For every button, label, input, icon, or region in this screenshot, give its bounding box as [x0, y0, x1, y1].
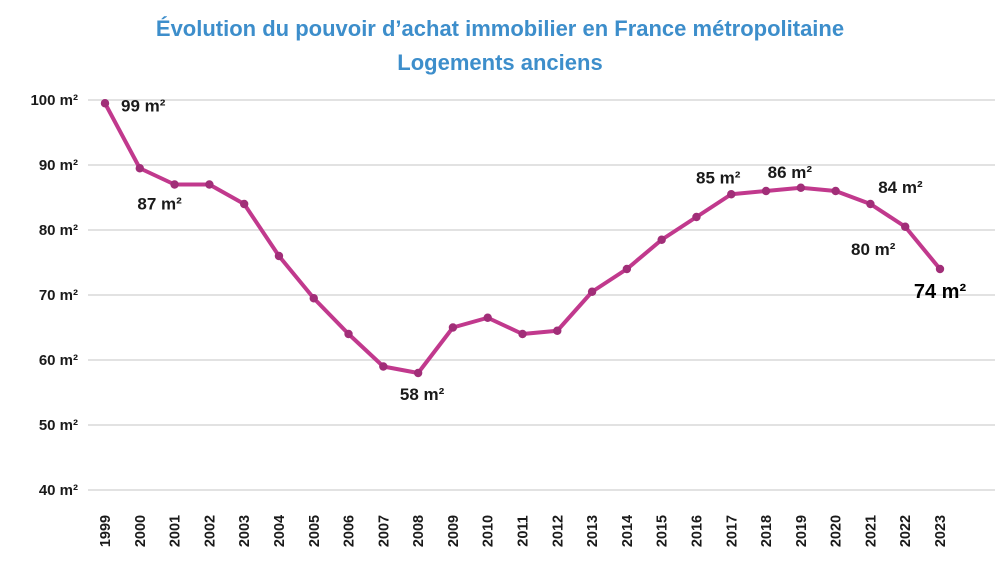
x-axis-tick-1999: 1999 — [98, 515, 114, 547]
data-label-2022: 80 m² — [851, 240, 896, 259]
x-axis-tick-2009: 2009 — [446, 515, 462, 547]
x-axis-tick-2008: 2008 — [411, 515, 427, 547]
x-axis-tick-2017: 2017 — [724, 515, 740, 547]
data-point-2021 — [866, 199, 875, 209]
data-point-2004 — [274, 251, 284, 261]
data-point-2002 — [205, 180, 214, 189]
data-label-2017: 85 m² — [696, 168, 741, 187]
x-axis-tick-2016: 2016 — [689, 515, 705, 547]
data-point-2009 — [448, 323, 458, 332]
data-label-2023: 74 m² — [914, 281, 967, 303]
x-axis-tick-2022: 2022 — [898, 515, 914, 547]
x-axis-tick-2005: 2005 — [307, 515, 323, 547]
x-axis-tick-2023: 2023 — [933, 515, 949, 547]
x-axis-tick-2010: 2010 — [481, 515, 497, 547]
data-point-2014 — [622, 264, 632, 274]
x-axis-tick-2013: 2013 — [585, 515, 601, 547]
data-label-2019: 86 m² — [768, 163, 813, 182]
data-point-2017 — [727, 190, 736, 199]
x-axis-tick-2015: 2015 — [655, 515, 671, 547]
data-point-2015 — [657, 235, 666, 244]
x-axis-tick-2021: 2021 — [863, 515, 879, 547]
x-axis-tick-2011: 2011 — [516, 515, 532, 546]
chart-title: Évolution du pouvoir d’achat immobilier … — [155, 16, 845, 41]
data-point-2019 — [796, 183, 806, 192]
data-label-1999: 99 m² — [121, 96, 166, 115]
data-point-2011 — [518, 329, 527, 339]
data-point-2023 — [935, 264, 945, 274]
x-axis-tick-2004: 2004 — [272, 515, 288, 547]
x-axis-tick-2014: 2014 — [620, 515, 636, 547]
data-label-2001: 87 m² — [137, 195, 182, 214]
data-label-2021: 84 m² — [878, 178, 923, 197]
x-axis-tick-2018: 2018 — [759, 515, 775, 547]
x-axis-tick-2012: 2012 — [550, 515, 566, 547]
y-axis-tick-100: 100 m² — [30, 92, 78, 109]
x-axis-tick-2002: 2002 — [202, 515, 218, 547]
x-axis-tick-2001: 2001 — [168, 515, 184, 547]
x-axis-tick-2019: 2019 — [794, 515, 810, 547]
x-axis-tick-2006: 2006 — [342, 515, 358, 547]
y-axis-tick-40: 40 m² — [39, 482, 78, 499]
data-point-2007 — [379, 362, 388, 371]
data-point-2010 — [483, 313, 492, 322]
y-axis-tick-50: 50 m² — [39, 417, 78, 434]
x-axis-tick-2000: 2000 — [133, 515, 149, 547]
x-axis-tick-2007: 2007 — [376, 515, 392, 547]
data-point-2012 — [553, 326, 562, 335]
data-point-2008 — [413, 368, 423, 378]
x-axis-tick-2003: 2003 — [237, 515, 253, 547]
data-point-2000 — [135, 164, 144, 173]
data-point-2006 — [344, 329, 353, 339]
data-point-2020 — [831, 186, 840, 196]
data-point-2013 — [587, 287, 597, 296]
x-axis-tick-2020: 2020 — [829, 515, 845, 547]
data-point-2018 — [761, 186, 771, 196]
y-axis-tick-60: 60 m² — [39, 352, 78, 369]
chart-subtitle: Logements anciens — [397, 50, 603, 75]
data-point-2001 — [170, 180, 179, 189]
y-axis-tick-90: 90 m² — [39, 157, 78, 174]
data-point-2016 — [692, 212, 701, 222]
data-label-2008: 58 m² — [400, 385, 445, 404]
data-point-2003 — [239, 199, 249, 209]
data-point-2022 — [901, 222, 910, 231]
y-axis-tick-70: 70 m² — [39, 287, 78, 304]
data-point-1999 — [100, 99, 110, 108]
data-point-2005 — [309, 294, 318, 303]
y-axis-tick-80: 80 m² — [39, 222, 78, 239]
